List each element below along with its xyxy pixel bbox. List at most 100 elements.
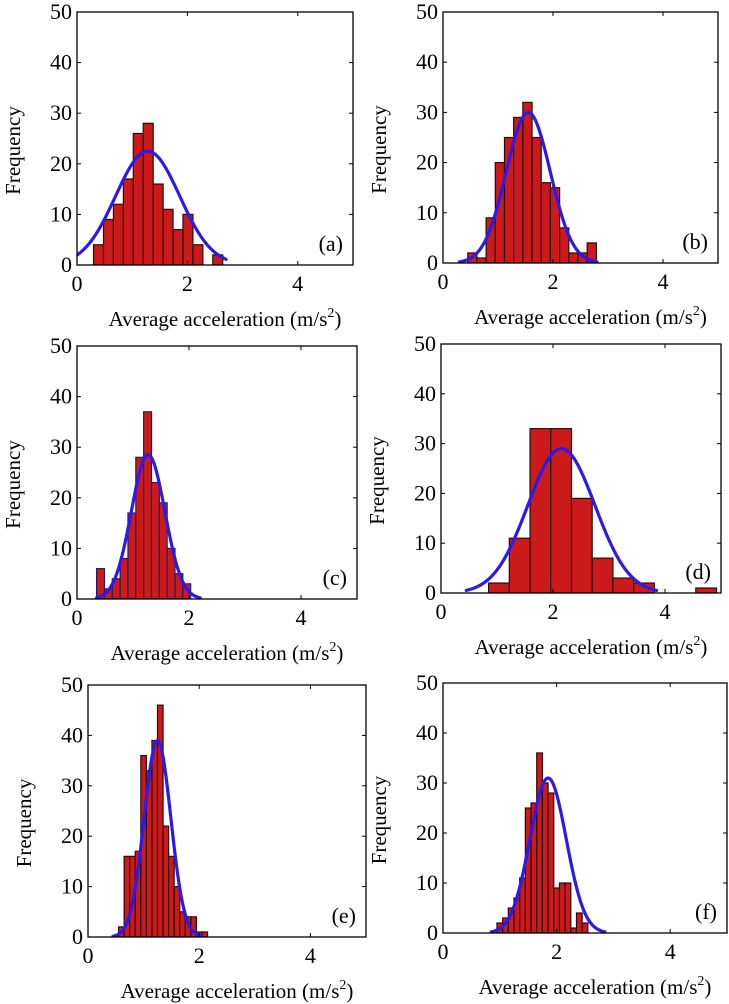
x-axis-label-main: Average acceleration (m/s	[109, 307, 328, 331]
y-tick-label: 30	[416, 770, 438, 795]
x-axis-label-superscript: 2	[693, 304, 700, 319]
histogram-bar	[553, 887, 561, 933]
histogram-bar	[558, 882, 566, 933]
x-tick-label: 4	[665, 939, 676, 964]
axes-frame	[442, 11, 719, 264]
axes-frame	[76, 345, 358, 600]
y-tick-label: 10	[416, 870, 438, 895]
x-axis-label: Average acceleration (m/s2)	[121, 978, 354, 1003]
bar-group	[467, 101, 597, 263]
panel-label: (c)	[323, 565, 347, 590]
histogram-bar	[529, 428, 552, 593]
x-axis-label-superscript: 2	[693, 634, 700, 649]
axes-frame	[440, 343, 722, 594]
y-tick-label: 10	[50, 201, 72, 226]
histogram-bar	[591, 557, 614, 593]
y-tick-label: 20	[416, 820, 438, 845]
histogram-bar	[476, 257, 487, 263]
y-tick-label: 50	[50, 333, 72, 358]
bar-group	[95, 411, 192, 599]
x-axis-label-close: )	[334, 307, 341, 331]
x-tick-label: 2	[182, 271, 193, 296]
histogram-bar	[488, 582, 510, 593]
x-tick-label: 2	[548, 269, 559, 294]
y-tick-label: 20	[414, 480, 436, 505]
y-tick-label: 40	[416, 720, 438, 745]
histogram-bar	[524, 807, 532, 933]
y-tick-label: 30	[50, 100, 72, 125]
x-axis-label-main: Average acceleration (m/s	[111, 641, 330, 665]
histogram-bar	[173, 885, 181, 937]
histogram-bar	[570, 497, 593, 593]
histogram-bar	[522, 101, 533, 263]
histogram-bar	[612, 577, 635, 593]
normal-fit-curve	[77, 149, 228, 261]
y-tick-label: 20	[50, 151, 72, 176]
x-tick-label: 4	[292, 271, 303, 296]
histogram-bar	[92, 244, 105, 265]
x-axis-label-close: )	[346, 979, 353, 1003]
y-tick-label: 50	[416, 0, 438, 24]
histogram-bar	[541, 782, 549, 933]
y-tick-label: 0	[61, 252, 72, 277]
y-axis-label: Frequency	[367, 775, 391, 864]
histogram-bar	[564, 882, 572, 933]
x-tick-label: 0	[438, 939, 449, 964]
histogram-bar	[172, 228, 184, 265]
histogram-bar	[168, 855, 175, 937]
x-tick-label: 2	[548, 599, 559, 624]
y-tick-label: 40	[61, 722, 83, 747]
x-tick-label: 0	[72, 271, 83, 296]
y-tick-label: 10	[414, 530, 436, 555]
x-axis-label-close: )	[700, 635, 707, 659]
y-tick-label: 10	[61, 874, 83, 899]
histogram-bar	[142, 122, 154, 265]
x-axis-label: Average acceleration (m/s2)	[474, 304, 707, 329]
y-tick-label: 30	[50, 434, 72, 459]
x-tick-label: 4	[660, 599, 671, 624]
histogram-bar	[568, 252, 579, 263]
histogram-bar	[151, 739, 159, 937]
panel-label: (d)	[685, 559, 711, 584]
y-tick-label: 40	[50, 50, 72, 75]
y-tick-label: 20	[416, 150, 438, 175]
histogram-bar	[695, 587, 718, 593]
normal-fit-curve	[111, 738, 204, 937]
y-tick-label: 0	[72, 924, 83, 949]
histogram-bar	[201, 931, 209, 937]
x-tick-label: 0	[83, 943, 94, 968]
normal-fit-curve	[457, 110, 599, 263]
y-tick-label: 50	[414, 331, 436, 356]
x-axis-label-superscript: 2	[697, 974, 704, 989]
x-tick-label: 0	[436, 599, 447, 624]
axes-frame	[442, 682, 728, 934]
x-tick-label: 2	[551, 939, 562, 964]
y-axis-label: Frequency	[1, 440, 25, 529]
x-tick-label: 4	[305, 943, 316, 968]
histogram-bar	[531, 136, 542, 263]
histogram-bar	[547, 792, 555, 933]
x-axis-label: Average acceleration (m/s2)	[109, 306, 342, 331]
panel-label: (b)	[682, 229, 708, 254]
x-axis-label: Average acceleration (m/s2)	[479, 974, 712, 999]
x-tick-label: 2	[194, 943, 205, 968]
bar-group	[488, 428, 718, 593]
y-tick-label: 0	[61, 586, 72, 611]
x-axis-label-superscript: 2	[327, 306, 334, 321]
x-axis-label-main: Average acceleration (m/s	[475, 635, 694, 659]
histogram-bar	[575, 912, 583, 933]
x-tick-label: 2	[184, 605, 195, 630]
panel-label: (a)	[319, 231, 343, 256]
y-tick-label: 10	[416, 200, 438, 225]
histogram-bar	[112, 203, 124, 265]
panel-label: (e)	[332, 903, 356, 928]
y-tick-label: 0	[427, 250, 438, 275]
x-axis-label-superscript: 2	[339, 978, 346, 993]
x-axis-label-main: Average acceleration (m/s	[474, 305, 693, 329]
axes-frame	[76, 11, 354, 266]
y-tick-label: 30	[416, 99, 438, 124]
x-tick-label: 4	[658, 269, 669, 294]
